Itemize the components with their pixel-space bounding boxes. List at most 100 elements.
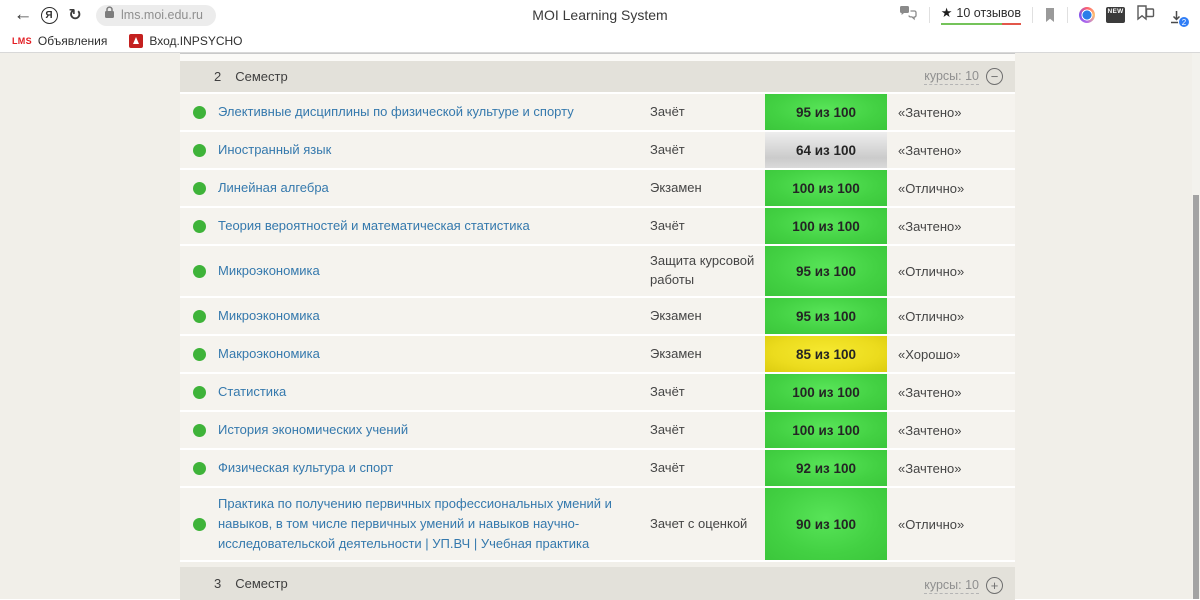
downloads-button[interactable]: 2: [1166, 5, 1190, 28]
course-link[interactable]: Микроэкономика: [218, 307, 320, 323]
score-badge: 95 из 100: [765, 94, 887, 130]
refresh-icon: ↻: [68, 7, 82, 24]
page-content: 2 Семестр курсы: 10 − Элективные дисципл…: [0, 53, 1200, 600]
course-link[interactable]: Иностранный язык: [218, 141, 332, 157]
previous-row-sliver: [180, 53, 1015, 61]
toolbar-right-cluster: ★ 10 отзывов NEW 2: [899, 4, 1190, 28]
url-text: lms.moi.edu.ru: [121, 8, 203, 22]
inpsycho-favicon: [129, 34, 144, 48]
grade-text: «Отлично»: [898, 308, 965, 324]
divider: [1067, 7, 1068, 23]
semester-number: 2: [214, 69, 222, 84]
grade-text: «Зачтено»: [898, 460, 962, 476]
course-row: Линейная алгебра Экзамен 100 из 100 «Отл…: [180, 170, 1015, 208]
assessment-type: Экзамен: [650, 307, 702, 323]
scrollbar-thumb[interactable]: [1193, 195, 1199, 599]
score-badge: 100 из 100: [765, 170, 887, 206]
course-link[interactable]: Микроэкономика: [218, 262, 320, 278]
divider: [928, 7, 930, 23]
downloads-count-badge: 2: [1178, 16, 1190, 28]
grade-text: «Зачтено»: [898, 384, 962, 400]
back-button[interactable]: ←: [10, 2, 36, 28]
assessment-type: Экзамен: [650, 345, 702, 361]
semester-title: Семестр: [235, 576, 288, 592]
assessment-type: Экзамен: [650, 179, 702, 195]
course-row: История экономических учений Зачёт 100 и…: [180, 412, 1015, 450]
status-dot-icon: [192, 181, 206, 195]
course-link[interactable]: Практика по получению первичных професси…: [218, 496, 612, 552]
divider: [1032, 7, 1033, 23]
status-dot-icon: [192, 105, 206, 119]
assessment-type: Зачет с оценкой: [650, 515, 748, 531]
lock-icon: [104, 6, 115, 24]
status-dot-icon: [192, 347, 206, 361]
status-dot-icon: [192, 143, 206, 157]
rating-bar: [940, 22, 1021, 26]
status-dot-icon: [192, 264, 206, 278]
score-badge: 100 из 100: [765, 374, 887, 410]
grade-text: «Зачтено»: [898, 422, 962, 438]
yandex-logo-icon: Я: [40, 6, 58, 24]
bookmark-flag-icon[interactable]: [1044, 7, 1056, 23]
semester-number: 3: [214, 576, 222, 592]
bookmarks-bar: LMS Объявления Вход.INPSYCHO: [0, 30, 1200, 53]
status-dot-icon: [192, 385, 206, 399]
refresh-button[interactable]: ↻: [62, 2, 88, 28]
site-rating-button[interactable]: ★ 10 отзывов: [941, 5, 1021, 26]
video-new-extension-icon[interactable]: NEW: [1106, 7, 1125, 23]
score-badge: 90 из 100: [765, 488, 887, 561]
assessment-type: Зачёт: [650, 141, 685, 157]
grade-text: «Отлично»: [898, 180, 965, 196]
grade-text: «Зачтено»: [898, 104, 962, 120]
assessment-type: Зачёт: [650, 459, 685, 475]
course-link[interactable]: Элективные дисциплины по физической куль…: [218, 103, 574, 119]
bookmark-item-inpsycho[interactable]: Вход.INPSYCHO: [129, 34, 243, 48]
course-link[interactable]: Макроэкономика: [218, 345, 320, 361]
course-row: Макроэкономика Экзамен 85 из 100 «Хорошо…: [180, 336, 1015, 374]
semester-title: Семестр: [235, 69, 288, 84]
status-dot-icon: [192, 517, 206, 531]
status-dot-icon: [192, 219, 206, 233]
courses-count-link[interactable]: курсы: 10: [924, 577, 979, 594]
score-badge: 95 из 100: [765, 298, 887, 334]
grade-text: «Отлично»: [898, 516, 965, 532]
course-row: Микроэкономика Защита курсовой работы 95…: [180, 246, 1015, 298]
score-badge: 85 из 100: [765, 336, 887, 372]
semester-2-header: 2 Семестр курсы: 10 −: [180, 61, 1015, 94]
bookmark-item-announcements[interactable]: LMS Объявления: [12, 34, 107, 48]
course-link[interactable]: История экономических учений: [218, 421, 409, 437]
course-link[interactable]: Статистика: [218, 383, 287, 399]
back-arrow-icon: ←: [13, 4, 33, 25]
course-row: Теория вероятностей и математическая ста…: [180, 208, 1015, 246]
expand-section-button[interactable]: +: [986, 577, 1003, 595]
collapse-section-button[interactable]: −: [986, 68, 1003, 85]
yandex-home-button[interactable]: Я: [36, 2, 62, 28]
star-icon: ★: [940, 4, 953, 20]
grades-table: 2 Семестр курсы: 10 − Элективные дисципл…: [180, 53, 1015, 600]
chat-bubbles-icon[interactable]: [899, 5, 918, 26]
address-bar[interactable]: lms.moi.edu.ru: [96, 4, 216, 26]
scrollbar-track[interactable]: [1192, 53, 1200, 599]
status-dot-icon: [192, 423, 206, 437]
rating-label: 10 отзывов: [956, 5, 1021, 20]
grade-text: «Хорошо»: [898, 346, 961, 362]
score-badge: 100 из 100: [765, 208, 887, 244]
score-badge: 95 из 100: [765, 246, 887, 296]
course-row: Статистика Зачёт 100 из 100 «Зачтено»: [180, 374, 1015, 412]
browser-toolbar: ← Я ↻ lms.moi.edu.ru MOI Learning System…: [0, 0, 1200, 30]
course-link[interactable]: Физическая культура и спорт: [218, 459, 394, 475]
course-row: Физическая культура и спорт Зачёт 92 из …: [180, 450, 1015, 488]
lms-favicon: LMS: [12, 36, 32, 46]
course-link[interactable]: Теория вероятностей и математическая ста…: [218, 217, 530, 233]
extension-color-circle-icon[interactable]: [1079, 7, 1095, 23]
bookmark-label: Вход.INPSYCHO: [149, 34, 243, 48]
course-link[interactable]: Линейная алгебра: [218, 179, 329, 195]
collections-icon[interactable]: [1136, 4, 1155, 26]
bookmark-label: Объявления: [37, 34, 108, 48]
new-badge-label: NEW: [1107, 8, 1124, 15]
grade-text: «Зачтено»: [898, 142, 962, 158]
course-row: Микроэкономика Экзамен 95 из 100 «Отличн…: [180, 298, 1015, 336]
status-dot-icon: [192, 461, 206, 475]
score-badge: 64 из 100: [765, 132, 887, 168]
courses-count-link[interactable]: курсы: 10: [924, 68, 979, 85]
